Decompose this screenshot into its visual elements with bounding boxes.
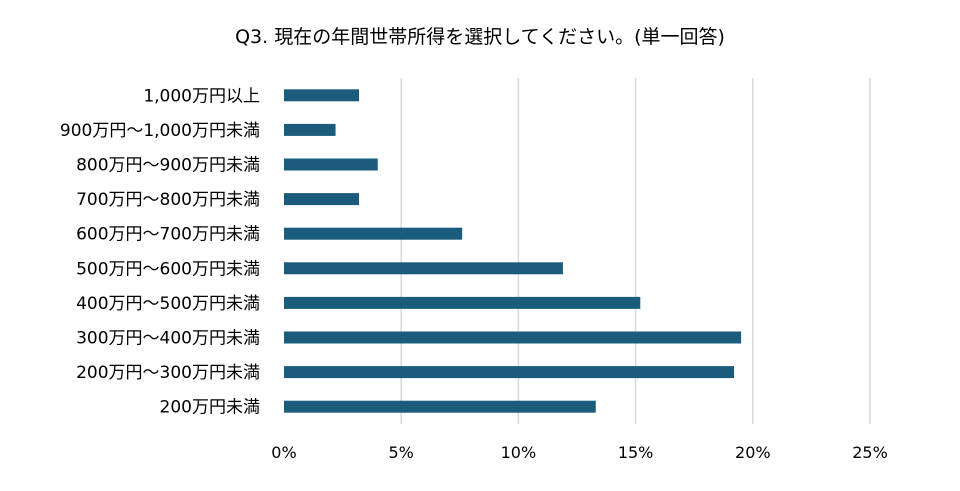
chart-title: Q3. 現在の年間世帯所得を選択してください。(単一回答) [235,26,725,48]
x-tick-label: 25% [852,443,888,462]
category-label: 900万円～1,000万円未満 [60,121,260,141]
bar [284,227,463,240]
category-label: 800万円～900万円未満 [76,156,260,176]
category-label: 400万円～500万円未満 [76,294,260,314]
x-tick-label: 0% [271,443,296,462]
x-tick-label: 15% [618,443,654,462]
x-tick-label: 5% [389,443,414,462]
bar [284,296,641,309]
bars [284,89,742,413]
bar [284,331,742,344]
category-label: 300万円～400万円未満 [76,329,260,349]
bar [284,193,360,206]
x-tick-label: 10% [501,443,537,462]
bar [284,158,378,171]
bar [284,366,735,379]
category-label: 500万円～600万円未満 [76,259,260,279]
bar [284,89,360,102]
bar [284,123,336,136]
bar [284,262,563,275]
category-labels: 1,000万円以上 900万円～1,000万円未満 800万円～900万円未満 700… [60,86,260,417]
x-tick-label: 20% [735,443,771,462]
category-label: 1,000万円以上 [143,86,260,106]
category-label: 200万円未満 [160,398,260,418]
category-label: 200万円～300万円未満 [76,363,260,383]
bar [284,400,596,413]
category-label: 700万円～800万円未満 [76,190,260,210]
x-axis-tick-labels: 0% 5% 10% 15% 20% 25% [271,443,887,462]
category-label: 600万円～700万円未満 [76,225,260,245]
